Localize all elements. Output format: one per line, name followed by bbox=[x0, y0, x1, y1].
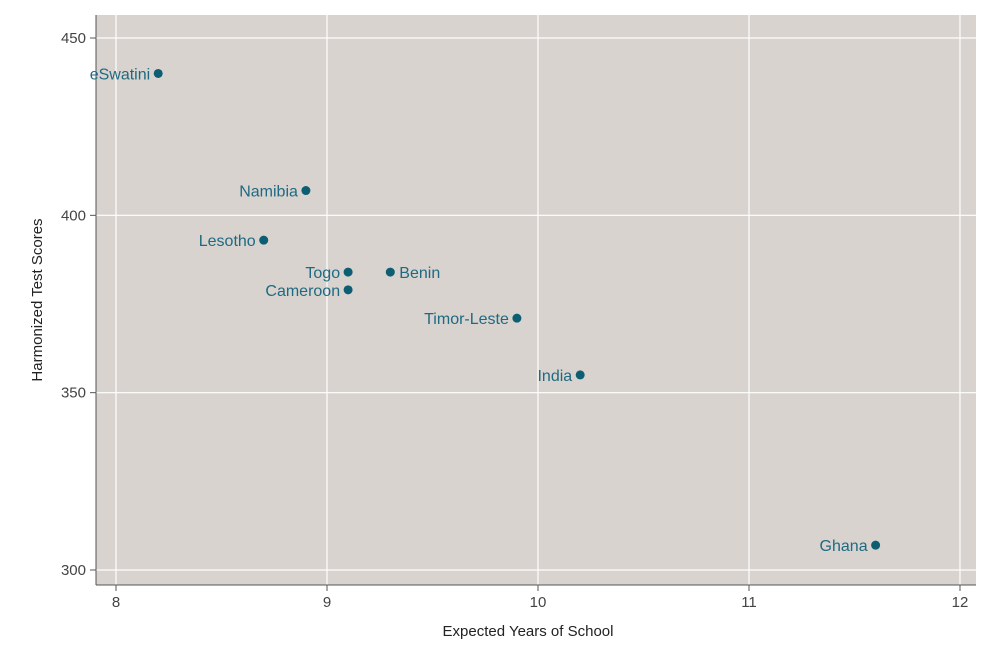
grid-lines bbox=[96, 15, 976, 585]
point-label: Togo bbox=[305, 265, 340, 282]
point-label: Cameroon bbox=[265, 283, 340, 300]
data-point bbox=[385, 267, 395, 277]
y-tick-label: 400 bbox=[61, 207, 86, 224]
point-label: eSwatini bbox=[90, 66, 150, 83]
data-point bbox=[259, 235, 269, 245]
plot-area bbox=[96, 15, 976, 585]
x-tick-label: 11 bbox=[741, 594, 757, 611]
point-label: India bbox=[537, 368, 572, 385]
axes: 8 9 10 11 12 300 350 400 450 bbox=[61, 15, 976, 611]
y-axis-title: Harmonized Test Scores bbox=[29, 218, 46, 381]
data-points: eSwatini Namibia Lesotho Togo Benin Cameroon T… bbox=[90, 66, 881, 555]
y-tick-label: 450 bbox=[61, 30, 86, 47]
x-tick-label: 8 bbox=[112, 594, 120, 611]
y-tick-label: 350 bbox=[61, 385, 86, 402]
point-label: Lesotho bbox=[199, 233, 256, 250]
data-point bbox=[153, 68, 163, 78]
x-tick-label: 12 bbox=[952, 594, 969, 611]
x-tick-label: 9 bbox=[323, 594, 331, 611]
point-label: Benin bbox=[399, 265, 440, 282]
data-point bbox=[301, 186, 311, 196]
point-label: Namibia bbox=[239, 184, 298, 201]
data-point bbox=[512, 313, 522, 323]
x-axis-title: Expected Years of School bbox=[443, 623, 614, 640]
data-point bbox=[871, 540, 881, 550]
data-point bbox=[343, 267, 353, 277]
data-point bbox=[343, 285, 353, 295]
point-label: Timor-Leste bbox=[424, 311, 509, 328]
x-tick-label: 10 bbox=[530, 594, 547, 611]
data-point bbox=[575, 370, 585, 380]
point-label: Ghana bbox=[820, 538, 868, 555]
y-tick-label: 300 bbox=[61, 562, 86, 579]
